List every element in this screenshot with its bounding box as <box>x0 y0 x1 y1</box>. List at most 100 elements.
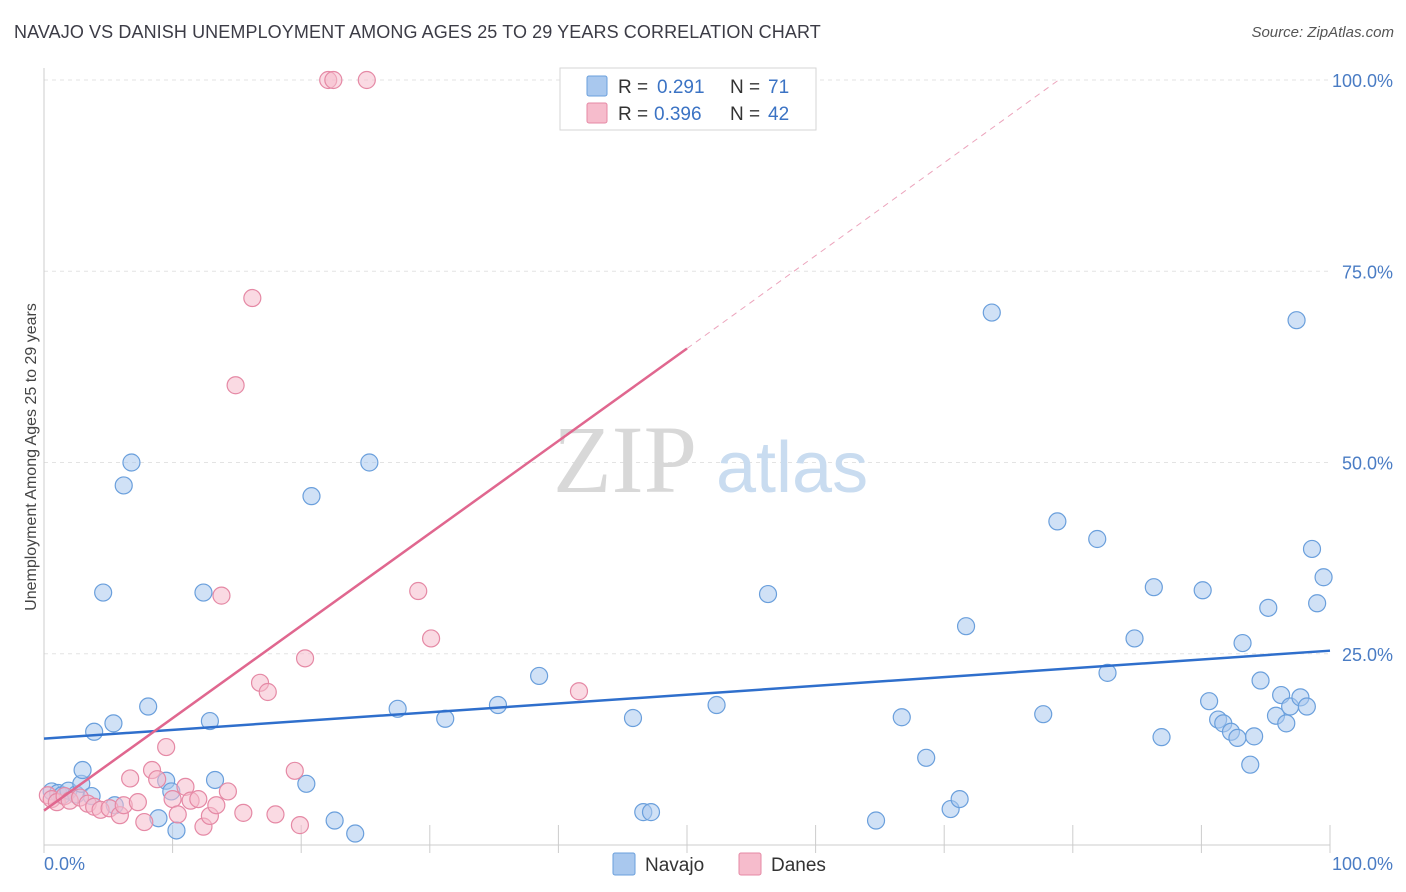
y-tick-label-1: 50.0% <box>1342 454 1393 474</box>
danes-point-27 <box>218 782 237 801</box>
navajo-point-59 <box>1251 671 1270 690</box>
watermark-zip: ZIP <box>553 406 697 513</box>
legend-swatch-danes <box>586 102 608 124</box>
danes-point-18 <box>163 789 182 809</box>
navajo-point-58 <box>1245 727 1264 746</box>
legend-n-label-navajo: N = <box>730 77 760 98</box>
legend-r-value-danes: 0.396 <box>654 104 702 125</box>
navajo-trend-line <box>43 649 1331 740</box>
legend-r-value-navajo: 0.291 <box>657 77 705 98</box>
navajo-point-26 <box>360 453 379 472</box>
navajo-point-25 <box>346 824 365 843</box>
bottom-legend: Navajo Danes <box>612 852 826 876</box>
legend-n-value-danes: 42 <box>768 104 789 125</box>
navajo-point-65 <box>1287 311 1306 330</box>
danes-point-39 <box>357 70 376 90</box>
navajo-point-9 <box>94 583 113 602</box>
navajo-point-10 <box>104 714 123 733</box>
navajo-point-20 <box>200 711 219 731</box>
navajo-point-55 <box>1228 728 1247 748</box>
legend-swatch-navajo <box>586 75 608 97</box>
navajo-point-31 <box>623 708 643 728</box>
navajo-point-19 <box>194 583 213 602</box>
danes-point-34 <box>285 761 304 780</box>
navajo-point-36 <box>866 811 886 830</box>
axes <box>43 68 1331 853</box>
navajo-point-37 <box>892 708 911 727</box>
legend-n-label-danes: N = <box>730 104 760 125</box>
danes-point-17 <box>157 737 176 757</box>
danes-point-30 <box>243 288 262 308</box>
danes-point-35 <box>290 816 310 835</box>
watermark-atlas: atlas <box>716 428 868 508</box>
navajo-point-43 <box>1034 705 1053 724</box>
navajo-point-23 <box>302 487 321 506</box>
legend-n-value-navajo: 71 <box>768 77 789 98</box>
danes-trend-line <box>43 347 688 812</box>
navajo-point-21 <box>205 770 225 790</box>
danes-point-41 <box>421 629 441 648</box>
y-tick-label-2: 75.0% <box>1342 262 1393 282</box>
danes-point-38 <box>324 70 343 90</box>
navajo-point-18 <box>167 821 186 840</box>
navajo-point-42 <box>982 303 1001 322</box>
y-axis-label: Unemployment Among Ages 25 to 29 years <box>23 303 40 611</box>
navajo-point-57 <box>1241 755 1260 774</box>
y-tick-label-0: 25.0% <box>1342 645 1393 665</box>
navajo-point-67 <box>1297 697 1316 716</box>
navajo-point-38 <box>917 748 936 767</box>
navajo-point-50 <box>1193 581 1212 600</box>
navajo-point-45 <box>1088 529 1107 549</box>
navajo-point-35 <box>758 584 778 604</box>
danes-point-36 <box>295 649 315 668</box>
tick-labels: 25.0% 50.0% 75.0% 100.0% 0.0% 100.0% <box>44 71 1393 874</box>
bottom-legend-label-danes: Danes <box>771 855 826 876</box>
navajo-point-49 <box>1152 728 1171 747</box>
navajo-point-12 <box>114 476 133 495</box>
chart-title: NAVAJO VS DANISH UNEMPLOYMENT AMONG AGES… <box>14 22 821 42</box>
legend-box: R = 0.291 N = 71 R = 0.396 N = 42 <box>559 67 817 131</box>
navajo-point-29 <box>488 695 508 715</box>
navajo-point-51 <box>1200 692 1219 711</box>
danes-point-26 <box>212 586 231 605</box>
navajo-point-56 <box>1233 633 1252 653</box>
navajo-point-48 <box>1144 578 1163 597</box>
x-tick-label-0: 0.0% <box>44 854 85 874</box>
legend-r-label-navajo: R = <box>618 77 648 98</box>
watermark: ZIP atlas <box>553 406 868 513</box>
legend-r-label-danes: R = <box>618 104 648 125</box>
danes-point-32 <box>258 682 277 702</box>
bottom-legend-swatch-navajo <box>612 852 636 876</box>
danes-point-28 <box>226 376 245 395</box>
danes-point-42 <box>569 682 589 701</box>
navajo-point-40 <box>950 789 969 809</box>
trend-lines <box>43 79 1331 812</box>
danes-point-19 <box>168 805 187 824</box>
danes-point-33 <box>266 805 285 824</box>
navajo-point-24 <box>325 811 344 830</box>
navajo-point-70 <box>1314 568 1333 587</box>
y-tick-label-3: 100.0% <box>1332 71 1393 91</box>
navajo-point-41 <box>956 617 976 636</box>
navajo-point-46 <box>1098 663 1117 682</box>
navajo-point-44 <box>1048 512 1067 531</box>
navajo-point-8 <box>85 722 104 741</box>
danes-point-16 <box>148 770 167 789</box>
navajo-point-69 <box>1308 594 1327 613</box>
navajo-point-33 <box>641 803 661 822</box>
danes-point-13 <box>128 793 147 812</box>
danes-point-12 <box>121 769 140 788</box>
danes-point-14 <box>135 812 154 832</box>
danes-point-22 <box>189 789 208 809</box>
navajo-point-6 <box>73 760 92 780</box>
navajo-point-63 <box>1277 714 1296 733</box>
danes-point-25 <box>207 796 226 815</box>
navajo-point-30 <box>530 666 549 686</box>
bottom-legend-swatch-danes <box>738 852 762 876</box>
data-points <box>38 70 1333 843</box>
danes-point-40 <box>409 581 428 601</box>
navajo-point-60 <box>1259 598 1278 617</box>
x-tick-label-1: 100.0% <box>1332 854 1393 874</box>
danes-point-29 <box>234 803 253 822</box>
